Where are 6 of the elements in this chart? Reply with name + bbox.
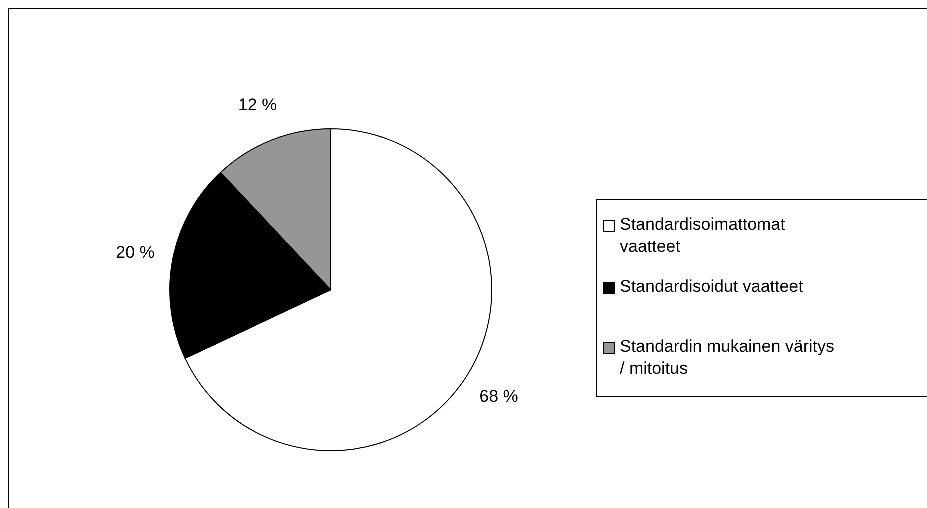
legend-label: Standardisoimattomat vaatteet <box>620 214 786 258</box>
data-label: 68 % <box>480 387 518 406</box>
legend-label: Standardin mukainen väritys / mitoitus <box>620 336 836 380</box>
data-label: 20 % <box>116 243 155 262</box>
data-label: 12 % <box>238 95 278 114</box>
legend-label: Standardisoidut vaatteet <box>620 276 804 298</box>
